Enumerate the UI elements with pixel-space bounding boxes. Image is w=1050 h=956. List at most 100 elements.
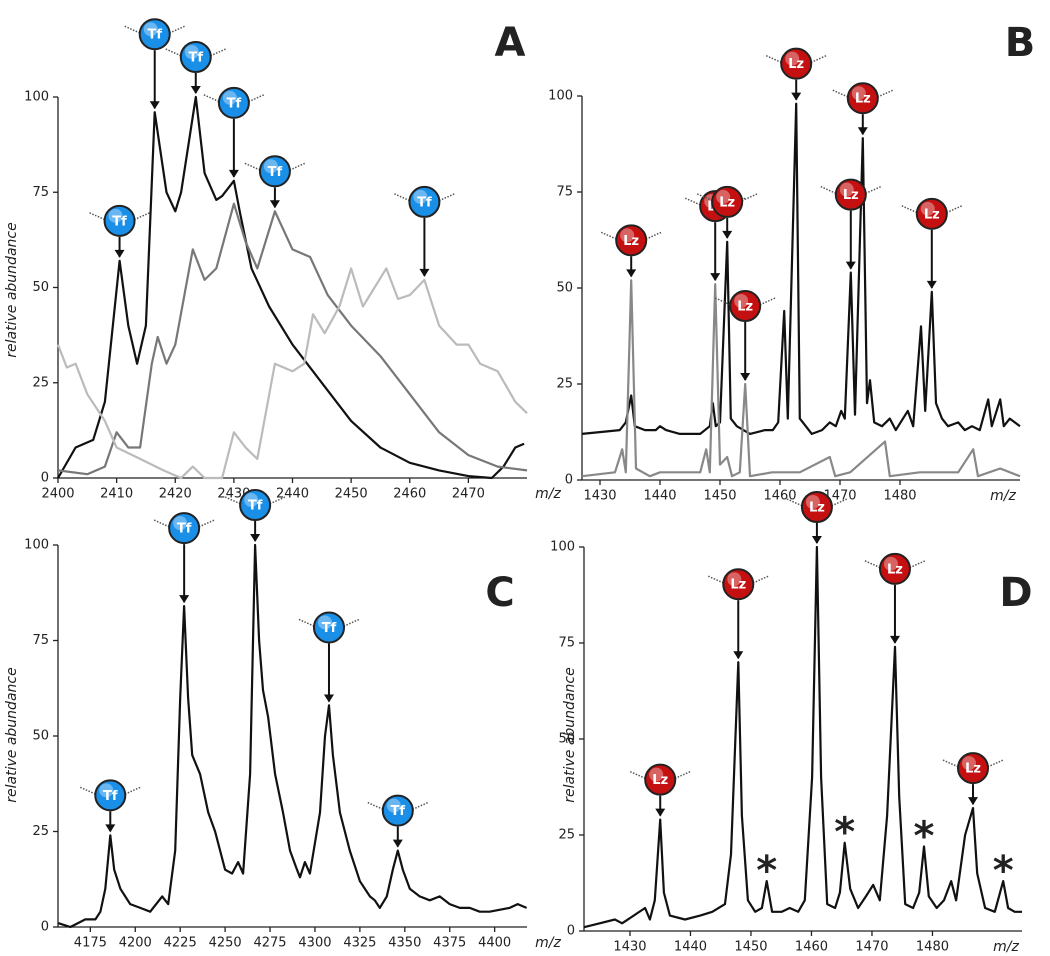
y-tick-label: 50 bbox=[32, 729, 49, 744]
annotation-icon bbox=[711, 185, 744, 218]
annotation-icon bbox=[644, 763, 677, 796]
x-tick-label: 4225 bbox=[164, 936, 197, 951]
annotation-text: Lz bbox=[855, 92, 871, 107]
annotation-icon bbox=[615, 224, 648, 257]
annotation: Lz bbox=[901, 197, 963, 289]
icon-highlight bbox=[649, 767, 664, 782]
arrow-head bbox=[105, 824, 116, 833]
icon-highlight bbox=[805, 495, 820, 509]
y-tick-label: 0 bbox=[567, 924, 575, 939]
y-tick-label: 25 bbox=[556, 377, 573, 392]
icon-highlight bbox=[99, 783, 114, 798]
x-tick-label: 4375 bbox=[433, 936, 466, 951]
x-tick-label: 1450 bbox=[734, 940, 767, 955]
annotation-text: Lz bbox=[788, 57, 804, 72]
x-tick-label: 1430 bbox=[613, 940, 646, 955]
icon-highlight bbox=[961, 756, 976, 771]
icon-highlight bbox=[184, 45, 199, 59]
annotation-icon bbox=[138, 18, 171, 51]
icon-highlight bbox=[620, 228, 635, 243]
y-tick-label: 100 bbox=[550, 540, 575, 555]
annotation-text: Lz bbox=[737, 300, 753, 315]
arrow-head bbox=[967, 797, 978, 806]
asterisk: * bbox=[834, 810, 855, 856]
y-tick-label: 100 bbox=[24, 538, 49, 553]
annotation: * bbox=[914, 814, 935, 860]
icon-highlight bbox=[883, 556, 898, 571]
x-tick-label: 4350 bbox=[388, 936, 421, 951]
x-tick-label: 1450 bbox=[703, 489, 736, 504]
x-tick-label: 1470 bbox=[855, 940, 888, 955]
icon-highlight bbox=[785, 51, 800, 66]
icon-highlight bbox=[108, 208, 123, 223]
y-tick-label: 75 bbox=[32, 185, 49, 200]
x-tick-label: 2450 bbox=[335, 487, 368, 502]
x-tick-label: 2460 bbox=[393, 487, 426, 502]
panel-label: D bbox=[999, 570, 1032, 616]
arrow-head bbox=[845, 261, 856, 270]
annotation: * bbox=[993, 848, 1014, 894]
annotation-text: Tf bbox=[177, 522, 192, 537]
annotation: Tf bbox=[165, 41, 227, 94]
y-axis-label: relative abundance bbox=[4, 222, 20, 357]
arrow-head bbox=[740, 373, 751, 381]
annotation: Lz bbox=[832, 82, 894, 136]
annotation: Tf bbox=[298, 611, 360, 703]
arrow-head bbox=[228, 169, 239, 178]
arrow-head bbox=[323, 694, 334, 703]
x-axis-label: m/z bbox=[535, 935, 561, 951]
annotation-text: Tf bbox=[322, 621, 337, 636]
icon-highlight bbox=[851, 86, 866, 101]
annotation-text: Tf bbox=[112, 214, 127, 229]
panel-label: A bbox=[495, 20, 526, 66]
y-tick-label: 25 bbox=[558, 828, 575, 843]
x-tick-label: 1440 bbox=[643, 489, 676, 504]
x-tick-label: 4325 bbox=[343, 936, 376, 951]
annotation-text: Tf bbox=[417, 195, 432, 210]
y-tick-label: 0 bbox=[565, 473, 573, 488]
annotation-text: Lz bbox=[730, 578, 746, 593]
arrow-head bbox=[722, 230, 733, 239]
arrow-head bbox=[250, 534, 261, 542]
icon-highlight bbox=[734, 294, 749, 308]
icon-highlight bbox=[173, 516, 188, 531]
annotation: Tf bbox=[224, 489, 286, 542]
annotation-icon bbox=[239, 489, 272, 521]
x-tick-label: 1430 bbox=[583, 489, 616, 504]
x-tick-label: 1440 bbox=[674, 940, 707, 955]
annotation-text: Lz bbox=[924, 207, 940, 222]
x-tick-label: 1480 bbox=[883, 489, 916, 504]
y-tick-label: 100 bbox=[24, 90, 49, 105]
icon-highlight bbox=[413, 189, 428, 204]
x-tick-label: 2420 bbox=[159, 487, 192, 502]
annotation-icon bbox=[846, 82, 879, 115]
annotation-icon bbox=[312, 611, 345, 644]
x-tick-label: 4250 bbox=[209, 936, 242, 951]
annotation-text: Tf bbox=[268, 165, 283, 180]
x-tick-label: 2400 bbox=[41, 487, 74, 502]
annotation: Lz bbox=[786, 491, 848, 544]
y-tick-label: 50 bbox=[32, 280, 49, 295]
arrow-head bbox=[655, 808, 666, 817]
annotation-text: Lz bbox=[965, 762, 981, 777]
x-axis-label: m/z bbox=[990, 488, 1016, 504]
icon-highlight bbox=[839, 182, 854, 197]
y-tick-label: 75 bbox=[558, 636, 575, 651]
icon-highlight bbox=[716, 189, 731, 204]
panel: Dm/z relative abundance 0 25 50 75 100 1430 1440… bbox=[550, 491, 1033, 955]
icon-highlight bbox=[386, 798, 401, 813]
icon-highlight bbox=[920, 201, 935, 216]
annotation: Lz bbox=[942, 752, 1004, 806]
x-tick-label: 4200 bbox=[119, 936, 152, 951]
annotation: Lz bbox=[707, 568, 769, 660]
annotation-icon bbox=[834, 178, 867, 211]
spectrum-line bbox=[58, 543, 528, 929]
spectrum-line bbox=[56, 267, 528, 480]
annotation: Lz bbox=[864, 552, 926, 644]
annotation-text: Tf bbox=[147, 28, 162, 43]
annotation-icon bbox=[800, 491, 833, 523]
annotation-icon bbox=[780, 47, 813, 80]
annotation-icon bbox=[94, 779, 127, 812]
y-axis-label: relative abundance bbox=[4, 667, 20, 802]
x-tick-label: 2440 bbox=[276, 487, 309, 502]
